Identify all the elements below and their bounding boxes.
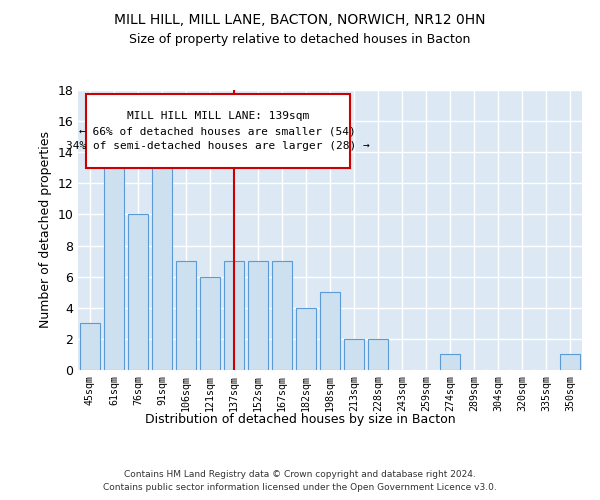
Bar: [176, 261, 196, 370]
FancyBboxPatch shape: [86, 94, 350, 168]
Text: Contains HM Land Registry data © Crown copyright and database right 2024.
Contai: Contains HM Land Registry data © Crown c…: [103, 470, 497, 492]
Bar: [104, 152, 124, 370]
Bar: [320, 292, 340, 370]
Text: MILL HILL, MILL LANE, BACTON, NORWICH, NR12 0HN: MILL HILL, MILL LANE, BACTON, NORWICH, N…: [114, 12, 486, 26]
Bar: [152, 152, 172, 370]
Bar: [248, 261, 268, 370]
Bar: [560, 354, 580, 370]
Bar: [200, 276, 220, 370]
Bar: [128, 214, 148, 370]
Bar: [272, 261, 292, 370]
Text: MILL HILL MILL LANE: 139sqm
← 66% of detached houses are smaller (54)
34% of sem: MILL HILL MILL LANE: 139sqm ← 66% of det…: [66, 112, 370, 151]
Text: Size of property relative to detached houses in Bacton: Size of property relative to detached ho…: [130, 32, 470, 46]
Y-axis label: Number of detached properties: Number of detached properties: [39, 132, 52, 328]
Bar: [296, 308, 316, 370]
Text: Distribution of detached houses by size in Bacton: Distribution of detached houses by size …: [145, 412, 455, 426]
Bar: [368, 339, 388, 370]
Bar: [344, 339, 364, 370]
Bar: [224, 261, 244, 370]
Bar: [440, 354, 460, 370]
Bar: [80, 324, 100, 370]
